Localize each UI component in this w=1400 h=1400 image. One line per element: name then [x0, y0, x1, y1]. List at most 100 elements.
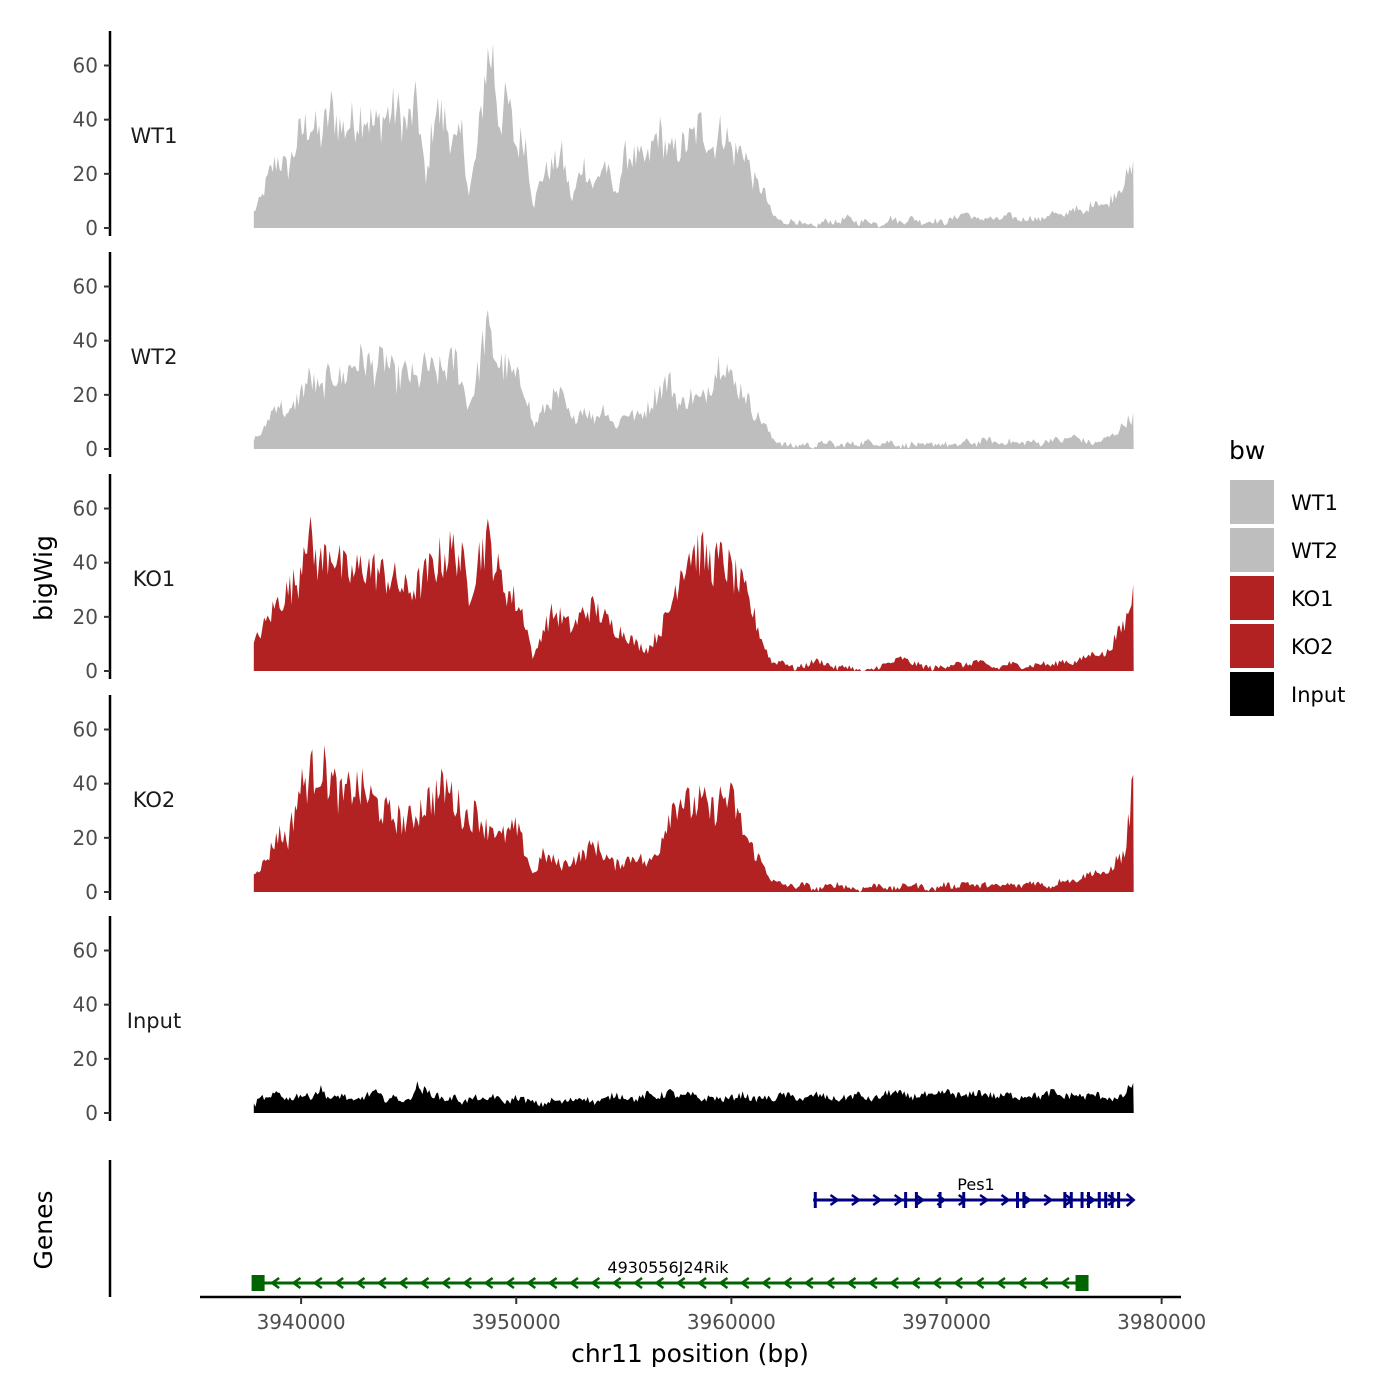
- strand-chevron: [760, 1276, 771, 1290]
- legend-swatch: [1230, 480, 1274, 524]
- gene-label: Pes1: [957, 1175, 994, 1194]
- legend-swatch: [1230, 576, 1274, 620]
- exon: [1110, 1192, 1114, 1208]
- gene-4930556j24rik: 4930556J24Rik: [251, 1258, 1089, 1291]
- y-tick-label: 20: [73, 383, 98, 407]
- strand-chevron: [568, 1276, 579, 1290]
- strand-chevron: [718, 1276, 729, 1290]
- coverage-area-ko2: [253, 745, 1134, 892]
- gene-pes1: Pes1: [813, 1175, 1136, 1208]
- y-tick-label: 20: [73, 1047, 98, 1071]
- y-tick-label: 40: [73, 772, 98, 796]
- exon: [1022, 1192, 1026, 1208]
- strand-chevron: [291, 1276, 302, 1290]
- y-tick-label: 40: [73, 108, 98, 132]
- strand-chevron: [590, 1276, 601, 1290]
- track-label: WT2: [131, 345, 178, 369]
- track-wt1: 0 20 40 60 WT1: [73, 31, 1134, 240]
- y-tick-label: 0: [85, 1101, 98, 1125]
- track-label: KO2: [133, 788, 176, 812]
- strand-chevron: [1125, 1193, 1136, 1207]
- strand-chevron: [953, 1276, 963, 1290]
- exon: [1080, 1192, 1084, 1208]
- legend-item-ko2: KO2: [1230, 624, 1334, 668]
- legend-label: KO1: [1291, 587, 1334, 611]
- strand-chevron: [851, 1193, 862, 1207]
- exon: [914, 1192, 918, 1208]
- y-tick-label: 20: [73, 605, 98, 629]
- legend-title: bw: [1229, 436, 1265, 465]
- x-axis-title: chr11 position (bp): [571, 1339, 809, 1368]
- legend: bw WT1 WT2 KO1 KO2 Input: [1229, 436, 1345, 716]
- strand-chevron: [974, 1276, 985, 1290]
- strand-chevron: [782, 1276, 793, 1290]
- coverage-area-ko1: [253, 516, 1134, 671]
- bigwig-tracks: 0 20 40 60 WT1 0 20 40 60 WT2 0 20 40 60 KO1 0 20 40 60 KO2…: [73, 31, 1134, 1125]
- x-tick-label: 3960000: [687, 1310, 776, 1334]
- y-tick-label: 40: [73, 551, 98, 575]
- strand-chevron: [483, 1276, 494, 1290]
- legend-item-input: Input: [1230, 672, 1345, 716]
- strand-chevron: [979, 1193, 990, 1207]
- legend-swatch: [1230, 624, 1274, 668]
- strand-chevron: [355, 1276, 366, 1290]
- strand-chevron: [654, 1276, 665, 1290]
- strand-chevron: [334, 1276, 344, 1290]
- strand-chevron: [376, 1276, 387, 1290]
- exon: [962, 1192, 966, 1208]
- coverage-area-input: [253, 1081, 1134, 1113]
- strand-chevron: [893, 1193, 904, 1207]
- legend-label: WT1: [1291, 491, 1338, 515]
- legend-label: KO2: [1291, 635, 1334, 659]
- legend-swatch: [1230, 672, 1274, 716]
- strand-chevron: [829, 1193, 840, 1207]
- strand-chevron: [957, 1193, 968, 1207]
- strand-chevron: [1017, 1276, 1028, 1290]
- strand-chevron: [803, 1276, 814, 1290]
- track-wt2: 0 20 40 60 WT2: [73, 252, 1134, 461]
- legend-item-wt2: WT2: [1230, 528, 1338, 572]
- exon: [1016, 1192, 1019, 1208]
- strand-chevron: [1107, 1193, 1118, 1207]
- x-axis: 3940000 3950000 3960000 3970000 3980000: [200, 1295, 1206, 1334]
- legend-label: WT2: [1291, 539, 1338, 563]
- strand-chevron: [675, 1276, 686, 1290]
- y-tick-label: 0: [85, 216, 98, 240]
- strand-chevron: [398, 1276, 408, 1290]
- gene-label: 4930556J24Rik: [607, 1258, 729, 1277]
- legend-swatch: [1230, 528, 1274, 572]
- track-label: KO1: [133, 567, 176, 591]
- y-tick-label: 20: [73, 826, 98, 850]
- strand-chevron: [440, 1276, 451, 1290]
- strand-chevron: [611, 1276, 622, 1290]
- exon: [1069, 1192, 1073, 1208]
- y-tick-label: 60: [73, 718, 98, 742]
- strand-chevron: [931, 1276, 942, 1290]
- strand-chevron: [632, 1276, 643, 1290]
- x-tick-label: 3950000: [472, 1310, 561, 1334]
- strand-chevron: [1038, 1276, 1049, 1290]
- strand-chevron: [547, 1276, 558, 1290]
- y-tick-label: 0: [85, 437, 98, 461]
- track-ko1: 0 20 40 60 KO1: [73, 474, 1134, 683]
- exon: [813, 1192, 817, 1208]
- strand-chevron: [825, 1276, 835, 1290]
- exon: [1097, 1192, 1101, 1208]
- exon: [251, 1275, 265, 1291]
- y-tick-label: 60: [73, 275, 98, 299]
- coverage-area-wt2: [253, 310, 1134, 449]
- strand-chevron: [504, 1276, 515, 1290]
- y-axis-title: bigWig: [29, 535, 58, 621]
- x-tick-label: 3970000: [902, 1310, 991, 1334]
- track-ko2: 0 20 40 60 KO2: [73, 695, 1134, 904]
- strand-chevron: [872, 1193, 883, 1207]
- genes-panel: Pes1 4930556J24Rik: [108, 1160, 1136, 1297]
- exon: [1075, 1275, 1089, 1291]
- y-tick-label: 0: [85, 880, 98, 904]
- strand-chevron: [1000, 1193, 1011, 1207]
- strand-chevron: [312, 1276, 323, 1290]
- strand-chevron: [995, 1276, 1006, 1290]
- y-tick-label: 20: [73, 162, 98, 186]
- track-input: 0 20 40 60 Input: [73, 916, 1134, 1125]
